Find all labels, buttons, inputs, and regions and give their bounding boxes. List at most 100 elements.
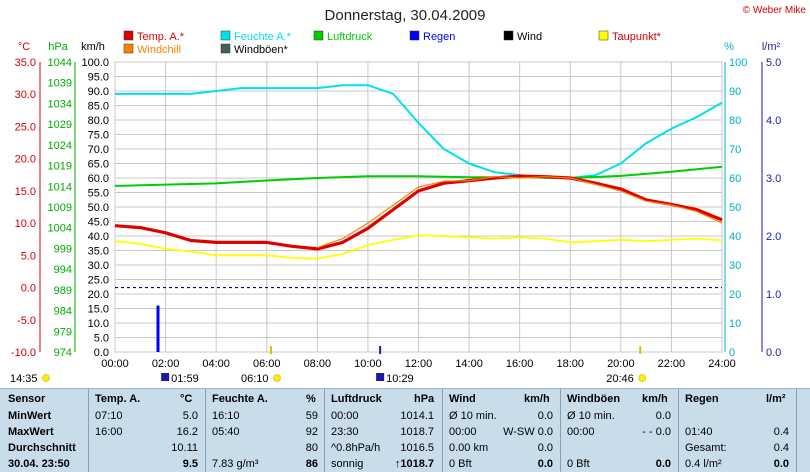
regen-header: Regen [685,393,719,405]
feuchte-cell-label: 7.83 g/m³ [212,458,259,470]
temp_c-tick-label: -10.0 [11,347,36,359]
humidity_pct-tick-label: 70 [729,144,741,156]
moonrise-time: 10:29 [386,373,414,385]
legend-swatch [220,30,231,41]
row-label: 30.04. 23:50 [8,458,70,470]
temp-axis-unit: °C [18,41,30,53]
windboeen-header: Windböen [567,393,621,405]
temp_c-tick-label: 25.0 [15,121,36,133]
pressure_hpa-tick-label: 974 [54,347,72,359]
series-line-windchill [317,176,723,249]
pressure_hpa-tick-label: 984 [54,306,72,318]
windboeen-cell-value: 0.0 [655,410,671,422]
wind-cell-label: 0.00 km [449,442,489,454]
dawn-sun-icon [42,374,50,382]
regen-cell-label: 0.4 l/m² [685,458,722,470]
humidity_pct-tick-label: 60 [729,173,741,185]
wind_kmh-tick-label: 0.0 [94,347,109,359]
sensor-header: Sensor [8,393,46,405]
legend-label: Luftdruck [327,31,373,43]
luftdruck-cell-value: 1014.1 [400,410,434,422]
legend: Temp. A.* Feuchte A.* Luftdruck Regen Wind Ta… [123,30,662,56]
wind_kmh-tick-label: 5.0 [94,333,109,345]
series-line-luftdruck [114,165,723,187]
wind-cell-label: 0 Bft [449,458,472,470]
legend-swatch [503,30,514,41]
pressure_hpa-tick-label: 999 [54,243,72,255]
temp-cell-label: 16:00 [95,426,123,438]
regen-cell-value: 0.4 [773,426,789,438]
rain_lm2-tick-label: 4.0 [766,115,781,127]
moon-axis-marker [379,346,382,354]
sunrise-sun-icon [273,374,281,382]
humidity_pct-tick-label: 80 [729,115,741,127]
feuchte-cell-label: 16:10 [212,410,240,422]
windboeen-unit: km/h [642,393,668,405]
pressure_hpa-tick-label: 1019 [48,161,72,173]
legend-label: Windböen* [234,44,289,56]
wind_kmh-tick-label: 100.0 [81,57,109,69]
luftdruck-cell-label: ^0.8hPa/h [331,442,381,454]
x-tick-label: 04:00 [202,358,230,370]
moonrise-marker [376,373,385,381]
luftdruck-unit: hPa [414,393,435,405]
wind_kmh-tick-label: 15.0 [88,304,109,316]
wind-unit: km/h [524,393,550,405]
feuchte-unit: % [306,393,316,405]
temp_c-tick-label: -5.0 [17,315,36,327]
wind_kmh-tick-label: 75.0 [88,130,109,142]
temp_c-tick-label: 15.0 [15,186,36,198]
temp_c-tick-label: 35.0 [15,57,36,69]
wind-cell-value: 0.0 [537,442,553,454]
sunset-sun-icon [638,374,647,382]
windboeen-cell-label: 0 Bft [567,458,590,470]
sun-axis-marker [269,346,272,354]
wind_kmh-tick-label: 25.0 [88,275,109,287]
temp_c-tick-label: 10.0 [15,218,36,230]
legend-swatch [220,43,231,54]
moonset-time: 01:59 [171,373,199,385]
sunrise-time: 06:10 [241,373,269,385]
wind_kmh-tick-label: 85.0 [88,101,109,113]
rain_lm2-tick-label: 0.0 [766,347,781,359]
pressure_hpa-tick-label: 1044 [48,57,72,69]
luftdruck-cell-label: 00:00 [331,410,359,422]
wind_kmh-tick-label: 80.0 [88,115,109,127]
x-tick-label: 12:00 [405,358,433,370]
x-tick-label: 10:00 [354,358,382,370]
sun-moon-markers: 14:35 01:59 06:10 10:29 20:46 [10,346,647,385]
sunset-time: 20:46 [606,373,634,385]
legend-label: Windchill [137,44,181,56]
wind_kmh-tick-label: 70.0 [88,144,109,156]
x-tick-label: 22:00 [658,358,686,370]
windboeen-cell-label: 00:00 [567,426,595,438]
moonset-marker [161,373,170,381]
temp_c-tick-label: 0.0 [21,283,36,295]
luftdruck-cell-label: sonnig [331,458,364,470]
series-line-taupunkt [114,234,723,260]
regen-cell-value: 0.4 [773,442,789,454]
humidity_pct-tick-label: 100 [729,57,747,69]
windboeen-cell-value: - - 0.0 [642,426,671,438]
luftdruck-cell-label: 23:30 [331,426,359,438]
x-tick-label: 16:00 [506,358,534,370]
pressure_hpa-tick-label: 989 [54,285,72,297]
wind-cell-label: Ø 10 min. [449,410,497,422]
wind_kmh-tick-label: 40.0 [88,231,109,243]
feuchte-cell-value: 59 [305,410,318,422]
temp-cell-label: 07:10 [95,410,123,422]
x-tick-label: 14:00 [455,358,483,370]
pressure_hpa-tick-label: 1024 [48,140,72,152]
pressure_hpa-tick-label: 1004 [48,223,72,235]
chart-title: Donnerstag, 30.04.2009 [325,7,486,24]
rain-axis-unit: l/m² [762,41,781,53]
feuchte-cell-value: 80 [305,442,318,454]
pressure-axis-unit: hPa [48,41,68,53]
row-label: MaxWert [8,426,54,438]
tick-labels: 35.0 30.0 25.0 20.0 15.0 10.0 5.0 0.0 -5.0 -10.0 1… [11,57,781,370]
rain_lm2-tick-label: 2.0 [766,231,781,243]
regen-unit: l/m² [766,393,786,405]
humidity-axis-unit: % [724,41,734,53]
series-line-feuchte-a [115,84,723,179]
feuchte-cell-label: 05:40 [212,426,240,438]
